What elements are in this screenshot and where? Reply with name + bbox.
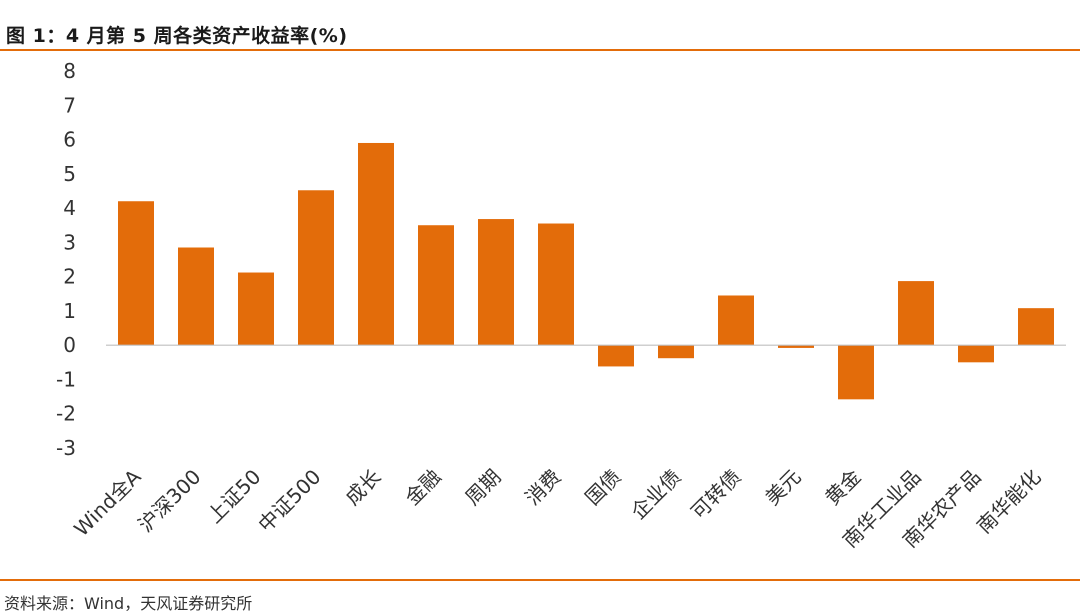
x-tick-label: 黄金 — [820, 465, 865, 510]
bar — [418, 225, 454, 346]
x-tick-label: 可转债 — [686, 465, 745, 524]
y-tick-label: 2 — [63, 265, 76, 289]
x-tick-label: 周期 — [460, 465, 505, 510]
chart-title: 图 1：4 月第 5 周各类资产收益率(%) — [6, 25, 348, 47]
bar — [358, 142, 394, 346]
y-tick-label: -1 — [56, 367, 76, 391]
bar — [958, 345, 994, 363]
footer-divider — [0, 579, 1080, 581]
x-tick-label: 南华能化 — [972, 465, 1046, 539]
title-divider — [0, 49, 1080, 51]
y-tick-label: 1 — [63, 299, 76, 323]
x-tick-label: 金融 — [400, 465, 445, 510]
bar — [658, 345, 694, 359]
x-tick-label: 成长 — [340, 465, 385, 510]
y-axis-ticks: 8 7 6 5 4 3 2 1 0 -1 -2 -3 — [56, 59, 76, 460]
x-tick-label: Wind全A — [69, 464, 146, 541]
bar — [718, 295, 754, 346]
x-tick-label: 企业债 — [626, 465, 685, 524]
y-tick-label: 0 — [63, 333, 76, 357]
source-note: 资料来源：Wind，天风证券研究所 — [4, 594, 253, 613]
y-tick-label: 3 — [63, 230, 76, 254]
x-tick-label: 美元 — [760, 465, 805, 510]
bars — [118, 142, 1054, 400]
bar — [778, 345, 814, 348]
y-tick-label: 7 — [63, 93, 76, 117]
y-tick-label: -2 — [56, 402, 76, 426]
bar — [178, 247, 214, 346]
bar — [238, 272, 274, 346]
bar — [298, 190, 334, 346]
bar — [898, 281, 934, 346]
x-tick-label: 国债 — [580, 465, 625, 510]
bar — [478, 219, 514, 346]
y-tick-label: -3 — [56, 436, 76, 460]
x-tick-label: 消费 — [520, 465, 565, 510]
x-tick-label: 中证500 — [253, 465, 325, 537]
y-tick-label: 6 — [63, 128, 76, 152]
bar — [598, 345, 634, 367]
y-tick-label: 8 — [63, 59, 76, 83]
y-tick-label: 4 — [63, 196, 76, 220]
bar — [1018, 308, 1054, 346]
bar — [538, 223, 574, 346]
x-tick-label: 沪深300 — [133, 465, 205, 537]
bar — [118, 201, 154, 346]
bar — [838, 345, 874, 400]
y-tick-label: 5 — [63, 162, 76, 186]
